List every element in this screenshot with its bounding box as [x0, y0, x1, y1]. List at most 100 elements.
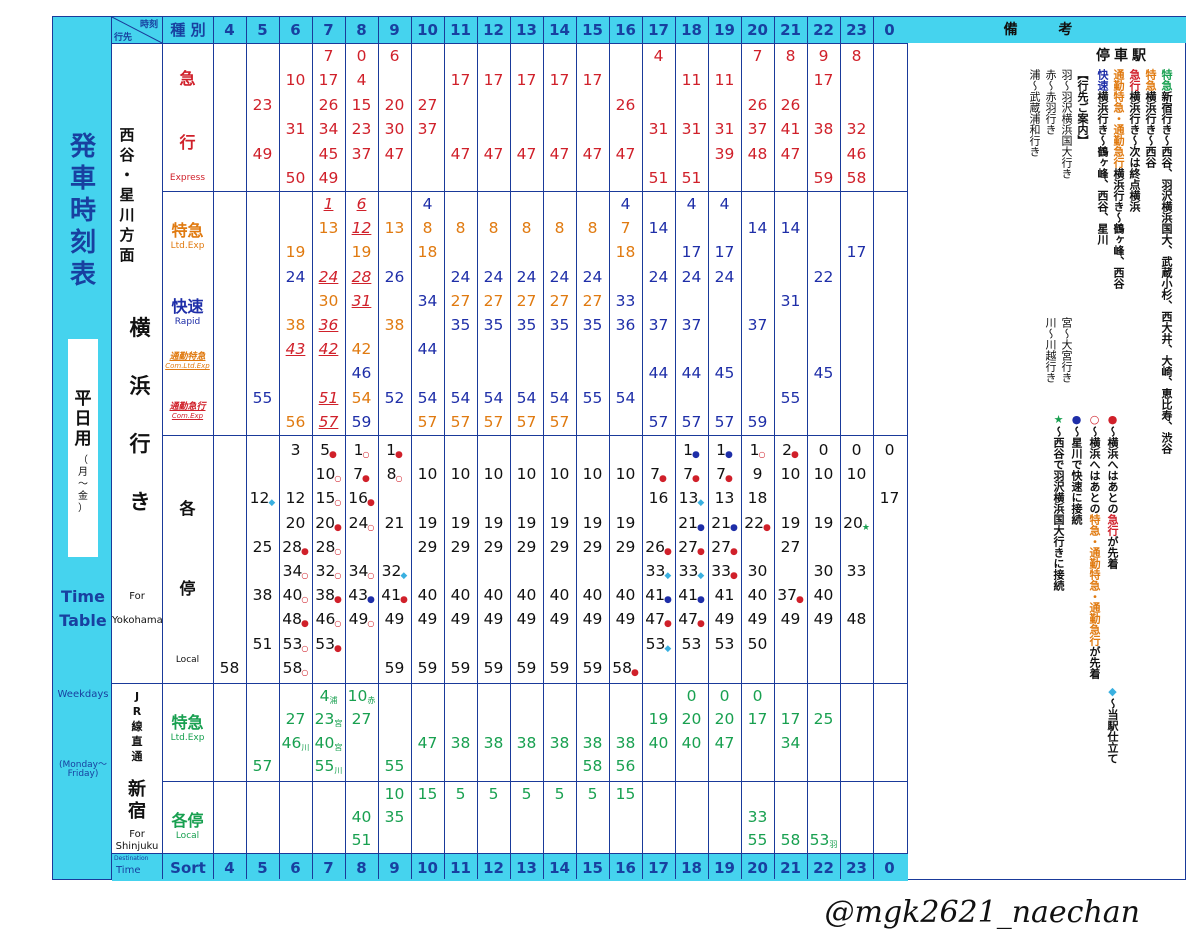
local-departure: 7● — [716, 465, 733, 485]
local-departure: 10 — [549, 465, 570, 484]
jr-ltd-departure: 0 — [686, 687, 697, 705]
ltd-rapid-departure: 12 — [351, 219, 372, 238]
ltd-rapid-departure: 14 — [747, 219, 768, 238]
local-departure: 29 — [483, 537, 504, 556]
ltd-rapid-departure: 19 — [285, 243, 306, 262]
ltd-rapid-departure: 7 — [620, 219, 631, 238]
departure-marker: ● — [762, 522, 771, 533]
ltd-rapid-departure: 24 — [549, 267, 570, 286]
departure-marker: ○ — [301, 643, 309, 653]
corner-dest: 行先 — [114, 33, 133, 43]
express-departure: 41 — [780, 120, 801, 139]
ltd-rapid-departure: 26 — [384, 267, 405, 286]
guide-urawa: 浦〜武蔵浦和行き — [1028, 69, 1041, 157]
jr-ltd-departure: 55川 — [314, 757, 343, 776]
local-departure: 59 — [450, 658, 471, 677]
local-departure: 21● — [711, 513, 738, 533]
express-departure: 17 — [813, 71, 834, 90]
local-departure: 21 — [384, 513, 405, 532]
departure-marker: ● — [729, 546, 738, 557]
ltd-rapid-departure: 27 — [483, 291, 504, 310]
hour-header: 15 — [582, 21, 603, 39]
local-departure: 58○ — [282, 658, 309, 677]
departure-marker: ○ — [334, 619, 342, 629]
ltd-rapid-departure: 4 — [686, 195, 697, 213]
express-departure: 47 — [549, 144, 570, 163]
left-banner: 発車時刻表 平日用 （月〜金） Time Table Weekdays (Mon… — [52, 16, 112, 880]
express-departure: 6 — [389, 47, 400, 65]
corner-time: 時刻 — [140, 20, 159, 30]
jr-local-departure: 5 — [554, 785, 565, 803]
local-departure: 33 — [846, 562, 867, 580]
monday-label: (Monday〜 — [58, 760, 108, 770]
jr-ltd-departure: 46川 — [281, 733, 310, 752]
jr-local-departure: 10 — [384, 785, 405, 803]
weekday-label: 平日用 — [74, 389, 92, 449]
express-departure: 48 — [747, 144, 768, 163]
hour-header: 12 — [483, 21, 504, 39]
ltd-rapid-departure: 27 — [582, 291, 603, 310]
ltd-rapid-departure: 14 — [780, 219, 801, 238]
local-departure: 34○ — [282, 562, 309, 580]
hour-divider — [543, 17, 544, 879]
local-departure: 58● — [612, 658, 639, 678]
jr-local-departure: 5 — [488, 785, 499, 803]
local-departure: 49 — [615, 610, 636, 629]
express-departure: 17 — [582, 71, 603, 90]
local-departure: 3 — [290, 441, 301, 459]
express-departure: 23 — [351, 120, 372, 139]
departure-marker: ● — [729, 522, 738, 533]
jr-ltd-departure: 17 — [780, 710, 801, 729]
local-departure: 40 — [516, 586, 537, 605]
guide-kawagoe: 川〜川越行き — [1044, 317, 1057, 383]
express-departure: 10 — [285, 71, 306, 90]
express-departure: 17 — [450, 71, 471, 90]
ltd-rapid-departure: 27 — [516, 291, 537, 310]
hour-footer: 8 — [356, 859, 367, 877]
hour-footer: 0 — [884, 859, 895, 877]
remarks-header: 備 考 — [908, 17, 1186, 43]
hour-divider — [708, 17, 709, 879]
hour-header: 18 — [681, 21, 702, 39]
hour-divider — [477, 17, 478, 879]
hour-footer: 9 — [389, 859, 400, 877]
ltd-rapid-departure: 4 — [620, 195, 631, 213]
local-departure: 49 — [384, 610, 405, 629]
express-departure: 8 — [785, 47, 796, 65]
remark-line-1: 特急新宿行き〜西谷、羽沢横浜国大、武蔵小杉、西大井、大崎、恵比寿、渋谷 — [1160, 69, 1173, 454]
express-departure: 11 — [714, 71, 735, 90]
local-departure: 0 — [851, 441, 862, 459]
local-departure: 40○ — [282, 586, 309, 605]
local-departure: 29 — [417, 537, 438, 556]
jr-ltd-departure: 56 — [615, 757, 636, 776]
local-departure: 29 — [582, 537, 603, 556]
local-departure: 28○ — [315, 537, 342, 556]
ltd-rapid-departure: 57 — [483, 412, 504, 431]
ltd-rapid-departure: 57 — [417, 412, 438, 431]
hour-header: 5 — [257, 21, 268, 39]
type-express: 急 行 Express — [169, 69, 206, 183]
express-departure: 47 — [582, 144, 603, 163]
jr-local-departure: 5 — [521, 785, 532, 803]
ltd-rapid-departure: 24 — [516, 267, 537, 286]
hour-footer: 15 — [582, 859, 603, 877]
jr-ltd-departure: 38 — [516, 733, 537, 752]
jr-ltd-departure: 20 — [681, 710, 702, 729]
ltd-rapid-departure: 35 — [450, 316, 471, 334]
jr-ltd-departure: 58 — [582, 757, 603, 776]
local-departure: 41● — [645, 586, 672, 606]
ltd-rapid-departure: 1 — [323, 195, 334, 213]
express-departure: 0 — [356, 47, 367, 65]
jr-ltd-departure: 47 — [417, 733, 438, 752]
express-departure: 32 — [846, 120, 867, 139]
express-departure: 51 — [648, 169, 669, 187]
ltd-rapid-departure: 36 — [615, 316, 636, 334]
local-departure: 15○ — [315, 489, 342, 508]
local-departure: 53 — [714, 634, 735, 653]
hour-divider — [510, 17, 511, 879]
local-departure: 38 — [252, 586, 273, 605]
local-departure: 29 — [615, 537, 636, 556]
ltd-rapid-departure: 24 — [483, 267, 504, 286]
destination-suffix: 羽 — [829, 840, 838, 850]
